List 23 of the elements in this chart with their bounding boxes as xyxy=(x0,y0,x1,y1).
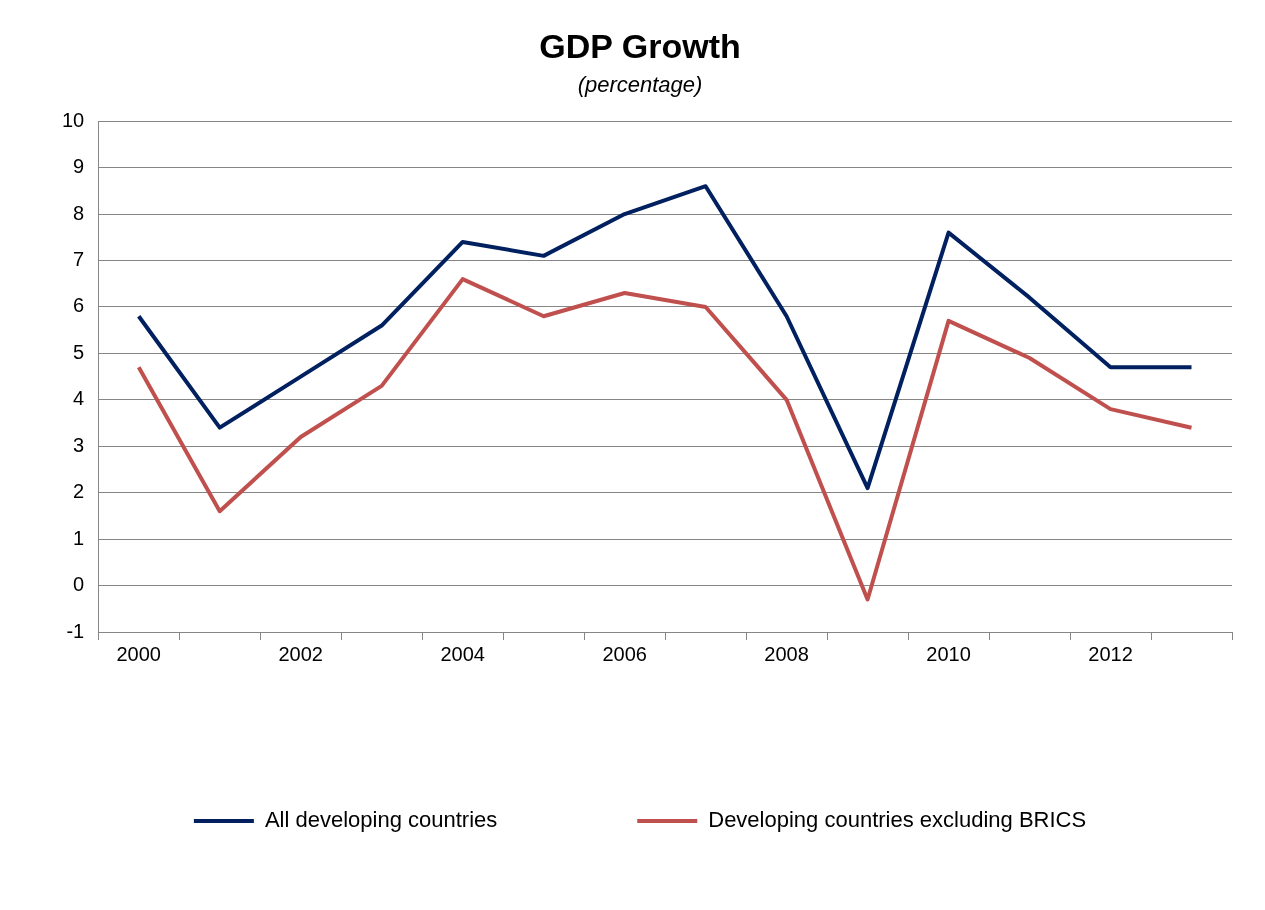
legend-label: All developing countries xyxy=(264,807,498,833)
x-tick-label: 2004 xyxy=(440,642,485,665)
x-tick-label: 2006 xyxy=(602,642,647,665)
chart-subtitle: (percentage) xyxy=(577,72,703,98)
y-tick-label: 4 xyxy=(73,387,85,410)
y-tick-label: 1 xyxy=(73,526,85,549)
y-tick-label: 9 xyxy=(73,155,85,178)
x-tick-label: 2002 xyxy=(278,642,323,665)
y-tick-label: 8 xyxy=(73,201,85,224)
x-tick-label: 2000 xyxy=(116,642,161,665)
y-tick-label: 6 xyxy=(73,294,85,317)
y-tick-label: 5 xyxy=(73,340,85,363)
y-tick-label: 10 xyxy=(62,108,85,131)
x-tick-label: 2010 xyxy=(926,642,971,665)
y-tick-label: 3 xyxy=(73,433,85,456)
x-tick-label: 2008 xyxy=(764,642,809,665)
y-tick-label: -1 xyxy=(66,619,85,642)
y-tick-label: 2 xyxy=(73,480,85,503)
chart-title: GDP Growth xyxy=(539,26,741,65)
legend-label: Developing countries excluding BRICS xyxy=(708,807,1087,833)
y-tick-label: 7 xyxy=(73,248,85,271)
x-tick-label: 2012 xyxy=(1088,642,1133,665)
y-tick-label: 0 xyxy=(73,573,85,596)
